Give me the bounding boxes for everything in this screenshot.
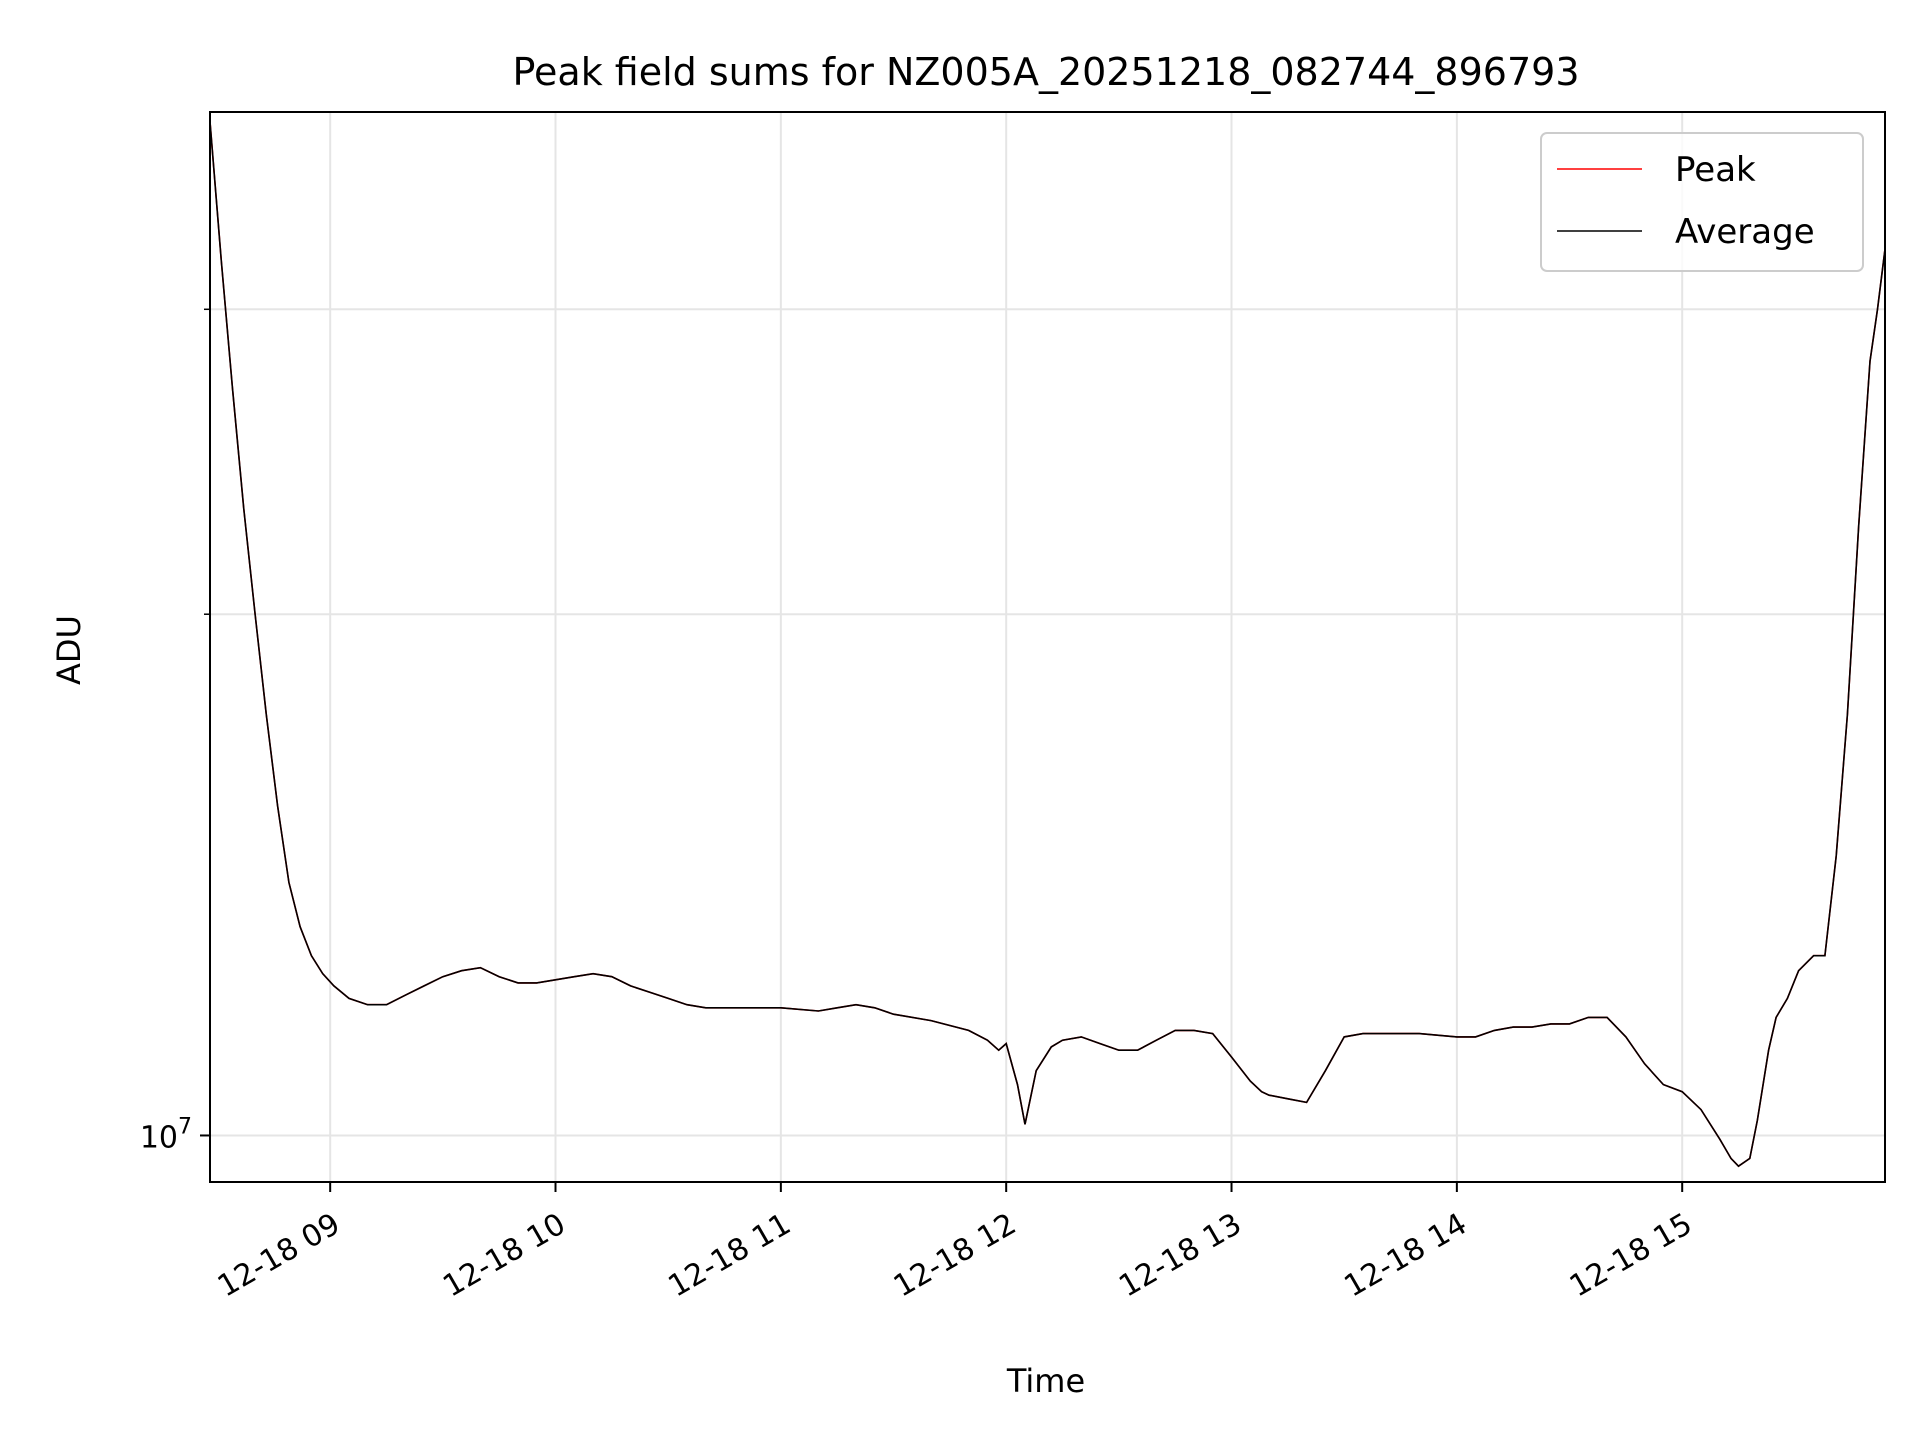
legend-peak-label: Peak (1675, 150, 1756, 190)
x-axis-label: Time (1006, 1362, 1085, 1400)
legend-box (1540, 132, 1864, 272)
legend-average-label: Average (1675, 212, 1815, 252)
y-tick-label: 107 (140, 1114, 192, 1155)
series-line-average (210, 121, 1885, 1168)
legend: Peak Average (1540, 132, 1864, 272)
chart-title: Peak field sums for NZ005A_20251218_0827… (512, 50, 1579, 94)
plot-series (210, 121, 1885, 1168)
plot-frame (209, 111, 1886, 1183)
y-axis-label: ADU (50, 615, 88, 685)
grid-lines (210, 112, 1885, 1182)
y-axis-ticks: 107 (140, 308, 210, 1155)
